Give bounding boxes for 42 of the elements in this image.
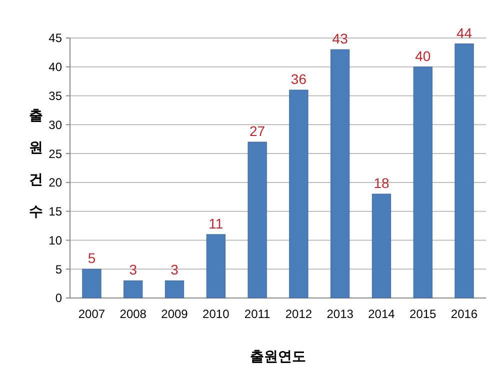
y-tick-label: 30 (48, 118, 62, 132)
x-tick-label: 2015 (410, 307, 437, 321)
bar (413, 66, 432, 298)
bar (330, 49, 350, 298)
x-tick-label: 2009 (161, 307, 188, 321)
bar (454, 44, 474, 298)
data-label: 44 (456, 24, 472, 41)
data-label: 40 (415, 48, 431, 64)
data-label: 5 (88, 250, 96, 266)
bar (164, 280, 184, 298)
y-axis-title: 출원건수 (29, 107, 43, 219)
bar (372, 194, 392, 298)
bar (124, 280, 143, 298)
y-tick-label: 15 (48, 204, 62, 219)
bar (82, 268, 102, 298)
data-label: 27 (250, 123, 266, 139)
y-tick-label: 25 (48, 146, 62, 161)
x-tick-label: 2012 (285, 307, 312, 321)
x-axis-title: 출원연도 (250, 348, 306, 364)
y-tick-label: 0 (55, 291, 62, 306)
data-label: 11 (208, 215, 224, 232)
data-label: 36 (290, 71, 307, 87)
x-tick-label: 2008 (120, 307, 147, 321)
data-label: 3 (170, 262, 179, 278)
x-tick-label: 2013 (326, 307, 354, 321)
y-tick-label: 5 (55, 262, 62, 276)
y-tick-label: 20 (48, 176, 62, 190)
x-tick-label: 2007 (78, 307, 106, 321)
y-tick-label: 45 (48, 31, 62, 46)
y-tick-label: 40 (48, 60, 62, 74)
bar (248, 142, 267, 298)
bar (206, 234, 226, 298)
y-tick-label: 35 (48, 88, 62, 103)
data-label: 3 (129, 262, 138, 278)
y-tick-label: 10 (48, 233, 62, 248)
x-tick-label: 2016 (450, 307, 478, 321)
x-tick-label: 2011 (244, 307, 271, 321)
data-label: 18 (374, 175, 390, 191)
data-label: 43 (332, 30, 348, 47)
x-tick-label: 2010 (202, 307, 230, 321)
bar (289, 90, 308, 298)
x-tick-label: 2014 (368, 307, 396, 321)
